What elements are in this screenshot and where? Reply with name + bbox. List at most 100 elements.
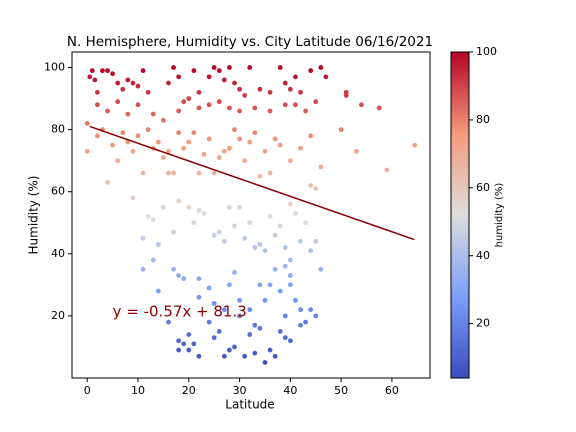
point <box>313 186 319 192</box>
point <box>130 195 136 201</box>
point <box>308 133 314 139</box>
colorbar-tick-label: 100 <box>476 45 497 58</box>
point <box>176 273 182 278</box>
point <box>115 80 121 86</box>
point <box>221 353 227 359</box>
point <box>227 204 232 210</box>
y-tick-label: 100 <box>44 61 65 74</box>
point <box>308 68 314 74</box>
point <box>130 80 136 86</box>
point <box>303 220 308 226</box>
point <box>201 211 207 216</box>
point <box>252 130 258 136</box>
point <box>237 136 242 142</box>
point <box>176 198 182 204</box>
point <box>216 68 222 74</box>
point <box>237 86 242 92</box>
point <box>150 217 156 223</box>
point <box>343 93 349 98</box>
point <box>166 170 171 176</box>
point <box>211 335 217 341</box>
point <box>287 282 293 288</box>
point <box>206 102 212 108</box>
point <box>87 74 93 80</box>
point <box>267 170 273 176</box>
point <box>298 322 303 328</box>
point <box>353 148 359 154</box>
point <box>176 74 182 80</box>
colorbar <box>450 51 470 379</box>
point <box>216 229 222 235</box>
point <box>232 127 237 133</box>
point <box>277 329 283 334</box>
point <box>216 329 222 334</box>
colorbar-tick-label: 80 <box>476 113 490 126</box>
point <box>145 214 151 219</box>
point <box>232 270 237 275</box>
point <box>237 297 242 303</box>
point <box>206 136 212 142</box>
point <box>308 183 314 188</box>
point <box>186 332 192 337</box>
colorbar-tick-label: 20 <box>476 317 490 330</box>
point <box>171 266 176 272</box>
point <box>221 148 227 154</box>
point <box>282 313 288 319</box>
annotation: y = -0.57x + 81.3 <box>113 302 247 320</box>
point <box>227 65 232 70</box>
point <box>242 93 248 98</box>
point <box>181 145 187 151</box>
point <box>298 238 303 244</box>
point <box>272 266 278 272</box>
point <box>196 353 202 359</box>
point <box>293 297 298 303</box>
point <box>206 74 212 80</box>
point <box>161 117 166 123</box>
y-axis-label: Humidity (%) <box>27 176 41 255</box>
colorbar-label: humidity (%) <box>494 183 505 248</box>
point <box>323 74 329 80</box>
point <box>338 127 344 133</box>
point <box>130 148 136 154</box>
point <box>247 139 253 145</box>
point <box>247 332 253 337</box>
point <box>105 108 110 114</box>
point <box>232 80 237 86</box>
point <box>201 152 207 157</box>
point <box>110 71 116 77</box>
point <box>155 139 161 145</box>
point <box>267 347 273 353</box>
point <box>242 158 248 164</box>
point <box>293 74 298 80</box>
point <box>272 353 278 359</box>
point <box>257 86 263 92</box>
point <box>216 155 222 160</box>
point <box>277 223 283 229</box>
chart-title: N. Hemisphere, Humidity vs. City Latitud… <box>67 34 433 50</box>
point <box>257 173 263 179</box>
x-tick-label: 30 <box>233 384 247 397</box>
point <box>313 99 319 105</box>
point <box>227 347 232 353</box>
point <box>161 204 166 210</box>
point <box>282 263 288 269</box>
point <box>181 341 187 347</box>
point <box>359 102 364 108</box>
point <box>277 142 283 148</box>
point <box>105 68 110 74</box>
point <box>191 68 197 74</box>
point <box>84 121 90 126</box>
point <box>181 276 187 282</box>
point <box>196 294 202 300</box>
point <box>140 170 146 176</box>
point <box>150 257 156 263</box>
point <box>171 170 176 176</box>
point <box>176 130 182 136</box>
point <box>135 102 141 108</box>
point <box>216 99 222 105</box>
x-axis-label: Latitude <box>225 398 274 412</box>
point <box>287 273 293 278</box>
point <box>140 266 146 272</box>
y-tick-label: 40 <box>51 247 65 260</box>
point <box>186 347 192 353</box>
